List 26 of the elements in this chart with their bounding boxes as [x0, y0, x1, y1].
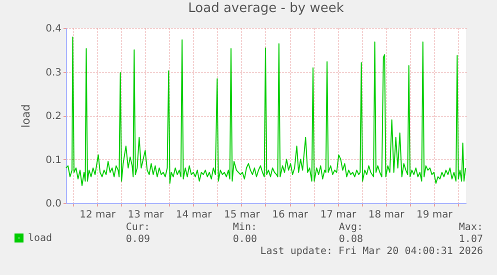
text: Max: — [458, 222, 483, 234]
x-tick-label: 19 mar — [416, 210, 454, 220]
y-axis-title: load — [20, 104, 33, 128]
x-tick-label: 15 mar — [224, 210, 261, 220]
y-tick-label: 0.4 — [46, 24, 62, 34]
text: Avg: — [338, 222, 363, 234]
y-tick-label: 0.2 — [46, 111, 62, 122]
chart-title: Load average - by week — [188, 1, 344, 16]
x-tick-label: 16 mar — [272, 210, 309, 220]
legend-label: load — [28, 233, 52, 244]
text: 1.07 — [458, 234, 483, 246]
text: 0.08 — [338, 234, 363, 246]
text: 0.00 — [232, 234, 257, 246]
y-tick-label: 0.1 — [46, 154, 62, 166]
x-tick-label: 12 mar — [80, 210, 116, 220]
text: Min: — [232, 222, 257, 234]
y-tick-label: 0.0 — [46, 198, 62, 210]
line-series — [66, 36, 466, 186]
y-tick-label: 0.3 — [46, 67, 62, 78]
x-tick-label: 17 mar — [320, 210, 358, 220]
text: 0.09 — [126, 234, 150, 246]
text: Cur: — [126, 222, 150, 234]
text: Last update: Fri Mar 20 04:00:31 2026 — [260, 246, 483, 258]
x-tick-label: 13 mar — [128, 210, 165, 220]
x-tick-label: 14 mar — [176, 210, 213, 220]
x-tick-label: 18 mar — [368, 210, 406, 220]
